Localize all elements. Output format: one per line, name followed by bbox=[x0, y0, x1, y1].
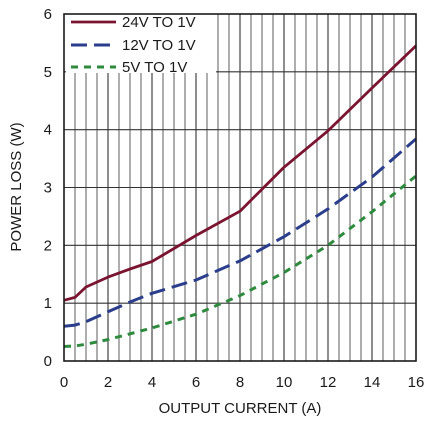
y-tick-label: 6 bbox=[44, 6, 52, 23]
legend-label-12v: 12V TO 1V bbox=[122, 37, 196, 54]
x-tick-label: 8 bbox=[236, 374, 244, 391]
y-axis-title: POWER LOSS (W) bbox=[8, 122, 25, 251]
legend-entry-5v: 5V TO 1V bbox=[71, 59, 187, 76]
y-tick-label: 0 bbox=[44, 353, 52, 370]
y-tick-label: 4 bbox=[44, 122, 52, 139]
x-tick-label: 2 bbox=[104, 374, 112, 391]
x-axis-title: OUTPUT CURRENT (A) bbox=[159, 400, 322, 417]
y-tick-label: 5 bbox=[44, 64, 52, 81]
x-tick-label: 16 bbox=[408, 374, 425, 391]
x-tick-label: 6 bbox=[192, 374, 200, 391]
legend-label-5v: 5V TO 1V bbox=[122, 59, 187, 76]
series-line-0 bbox=[63, 44, 417, 302]
x-tick-label: 14 bbox=[364, 374, 381, 391]
series-line-1 bbox=[63, 137, 417, 328]
x-tick-label: 10 bbox=[276, 374, 293, 391]
legend-entry-12v: 12V TO 1V bbox=[71, 37, 196, 54]
legend-label-24v: 24V TO 1V bbox=[122, 14, 196, 31]
plot-frame bbox=[63, 13, 417, 362]
y-tick-label: 1 bbox=[44, 295, 52, 312]
y-tick-label: 2 bbox=[44, 237, 52, 254]
x-tick-label: 12 bbox=[320, 374, 337, 391]
y-tick-label: 3 bbox=[44, 180, 52, 197]
x-tick-label: 4 bbox=[148, 374, 156, 391]
legend-entry-24v: 24V TO 1V bbox=[71, 14, 196, 31]
legend: 24V TO 1V 12V TO 1V 5V TO 1V bbox=[71, 14, 196, 76]
x-tick-label: 0 bbox=[60, 374, 68, 391]
series-layer bbox=[63, 44, 417, 348]
series-line-2 bbox=[63, 174, 417, 348]
